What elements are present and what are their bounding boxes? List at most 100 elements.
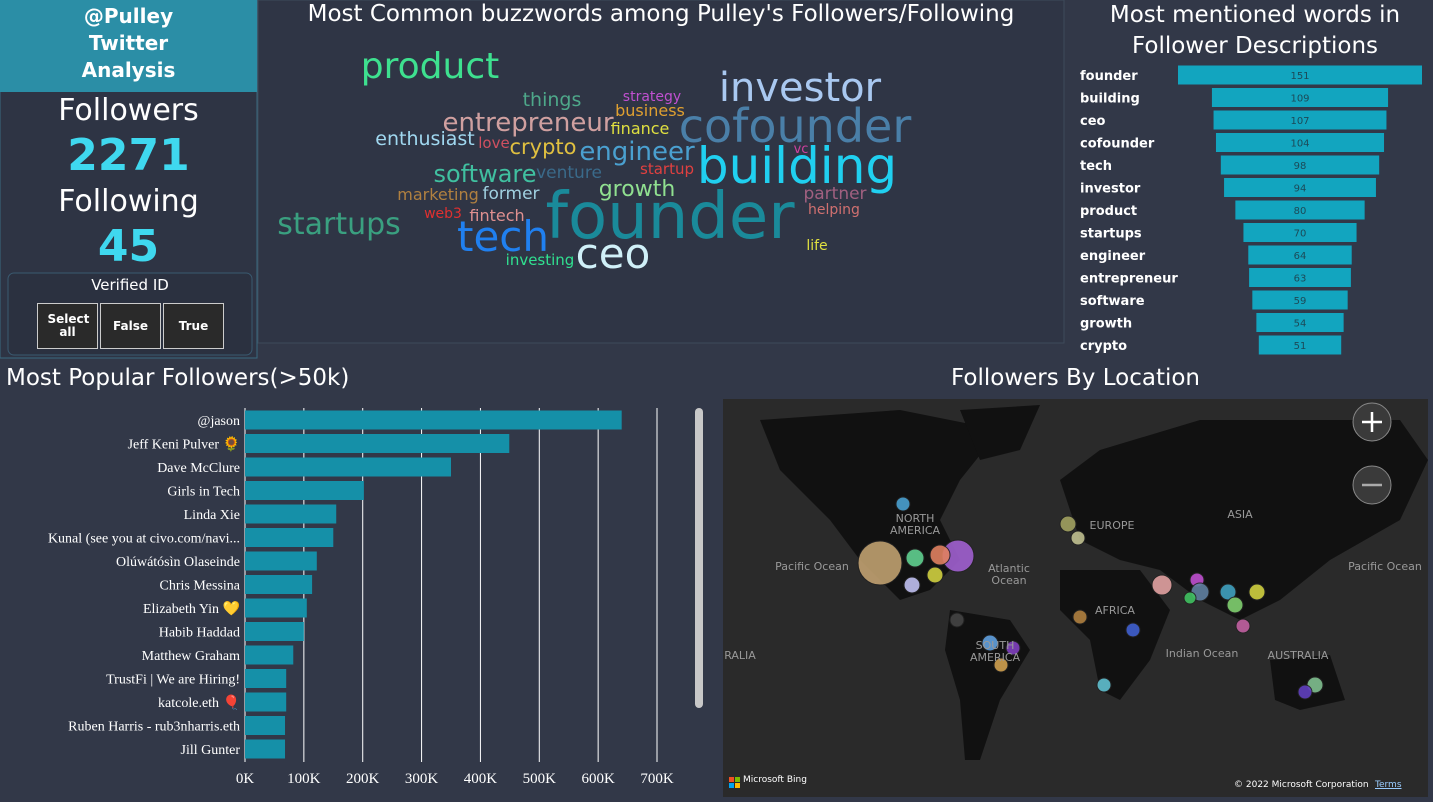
- word: growth: [599, 177, 676, 202]
- bar: [245, 481, 364, 500]
- value-label: 94: [1294, 184, 1307, 195]
- value-label: 107: [1290, 116, 1309, 127]
- word: investor: [719, 65, 882, 111]
- word: former: [482, 184, 539, 204]
- land: [760, 405, 1428, 760]
- word: product: [361, 46, 499, 87]
- location-marker: [1151, 574, 1173, 596]
- word: software: [433, 160, 536, 188]
- value-label: 64: [1294, 251, 1307, 262]
- x-tick-label: 0K: [236, 771, 255, 787]
- zoom-controls[interactable]: [1352, 402, 1392, 505]
- category-label: Ruben Harris - rub3nharris.eth: [68, 720, 240, 735]
- funnel-bar: [1224, 178, 1376, 197]
- slicer-option[interactable]: Select all: [37, 303, 98, 349]
- category-label: Habib Haddad: [159, 626, 240, 641]
- map-label: Atlantic Ocean: [988, 562, 1030, 587]
- terms-link[interactable]: Terms: [1375, 780, 1402, 790]
- copyright: © 2022 Microsoft Corporation: [1234, 780, 1369, 790]
- location-marker: [1219, 583, 1237, 601]
- header-title: @Pulley: [83, 4, 174, 28]
- slicer-title: Verified ID: [91, 276, 169, 294]
- location-marker: [903, 576, 921, 594]
- funnel-bar: [1258, 335, 1342, 355]
- attribution: Microsoft Bing: [743, 775, 807, 785]
- category-label: Olúwátósìn Olaseinde: [116, 555, 240, 570]
- following-label: Following: [58, 184, 199, 219]
- location-marker: [1005, 640, 1021, 656]
- word: investing: [506, 251, 575, 269]
- location-marker: [929, 544, 951, 566]
- bar: [245, 645, 294, 665]
- bar: [245, 528, 334, 547]
- location-marker: [1070, 530, 1086, 546]
- value-label: 109: [1290, 94, 1309, 105]
- location-marker: [1235, 618, 1251, 634]
- location-marker: [895, 496, 911, 512]
- zoom-in-icon: [1362, 412, 1382, 432]
- category-label: growth: [1080, 317, 1132, 332]
- category-label: @jason: [198, 414, 240, 429]
- word: enthusiast: [375, 128, 474, 150]
- scrollbar[interactable]: [695, 408, 703, 708]
- location-marker: [1125, 622, 1141, 638]
- location-marker: [981, 634, 999, 652]
- category-label: founder: [1080, 69, 1138, 84]
- location-marker: [1248, 583, 1266, 601]
- word: engineer: [579, 137, 695, 167]
- category-label: Chris Messina: [160, 579, 241, 594]
- following-count: 45: [97, 221, 160, 272]
- location-marker: [905, 548, 925, 568]
- word: finance: [611, 119, 670, 138]
- location-marker: [993, 657, 1009, 673]
- category-label: building: [1080, 92, 1140, 107]
- bar: [245, 434, 510, 453]
- header-title: Twitter: [88, 31, 169, 55]
- word: life: [806, 238, 827, 254]
- funnel-bar: [1178, 65, 1422, 85]
- slicer-option-label: False: [113, 318, 148, 333]
- bar: [245, 457, 451, 477]
- category-label: katcole.eth 🎈: [158, 693, 240, 711]
- map-title: Followers By Location: [950, 365, 1201, 391]
- location-marker: [949, 612, 965, 628]
- x-tick-label: 300K: [405, 771, 439, 787]
- category-label: software: [1080, 294, 1145, 309]
- value-label: 70: [1294, 229, 1307, 240]
- word: founder: [545, 180, 795, 254]
- word: startups: [277, 207, 401, 242]
- funnel-bar: [1256, 313, 1344, 332]
- value-label: 51: [1294, 341, 1307, 352]
- slicer-option[interactable]: False: [100, 303, 161, 349]
- location-marker: [1297, 684, 1313, 700]
- word: tech: [457, 212, 549, 261]
- category-label: tech: [1080, 159, 1112, 174]
- category-label: TrustFi | We are Hiring!: [106, 673, 240, 688]
- funnel-bar: [1243, 223, 1357, 242]
- slicer-option[interactable]: True: [163, 303, 224, 349]
- map-label: RALIA: [724, 649, 756, 662]
- map-label: Pacific Ocean: [1348, 560, 1422, 573]
- location-marker: [857, 540, 903, 586]
- x-tick-label: 400K: [464, 771, 498, 787]
- category-label: cofounder: [1080, 137, 1155, 152]
- word: building: [697, 137, 897, 195]
- bar: [245, 622, 304, 641]
- bar: [245, 692, 287, 712]
- x-tick-label: 200K: [346, 771, 380, 787]
- category-label: Girls in Tech: [167, 485, 240, 500]
- x-tick-label: 600K: [581, 771, 615, 787]
- word: venture: [536, 163, 602, 183]
- bar: [245, 669, 287, 688]
- map-label: AFRICA: [1095, 604, 1135, 617]
- header-title: Analysis: [81, 58, 176, 82]
- bar: [245, 504, 337, 524]
- category-label: Jill Gunter: [181, 743, 241, 758]
- x-tick-label: 700K: [640, 771, 674, 787]
- category-label: ceo: [1080, 114, 1106, 129]
- wordcloud-panel: [257, 0, 1065, 344]
- value-label: 151: [1290, 71, 1309, 82]
- value-label: 59: [1294, 296, 1307, 307]
- category-label: investor: [1080, 182, 1141, 197]
